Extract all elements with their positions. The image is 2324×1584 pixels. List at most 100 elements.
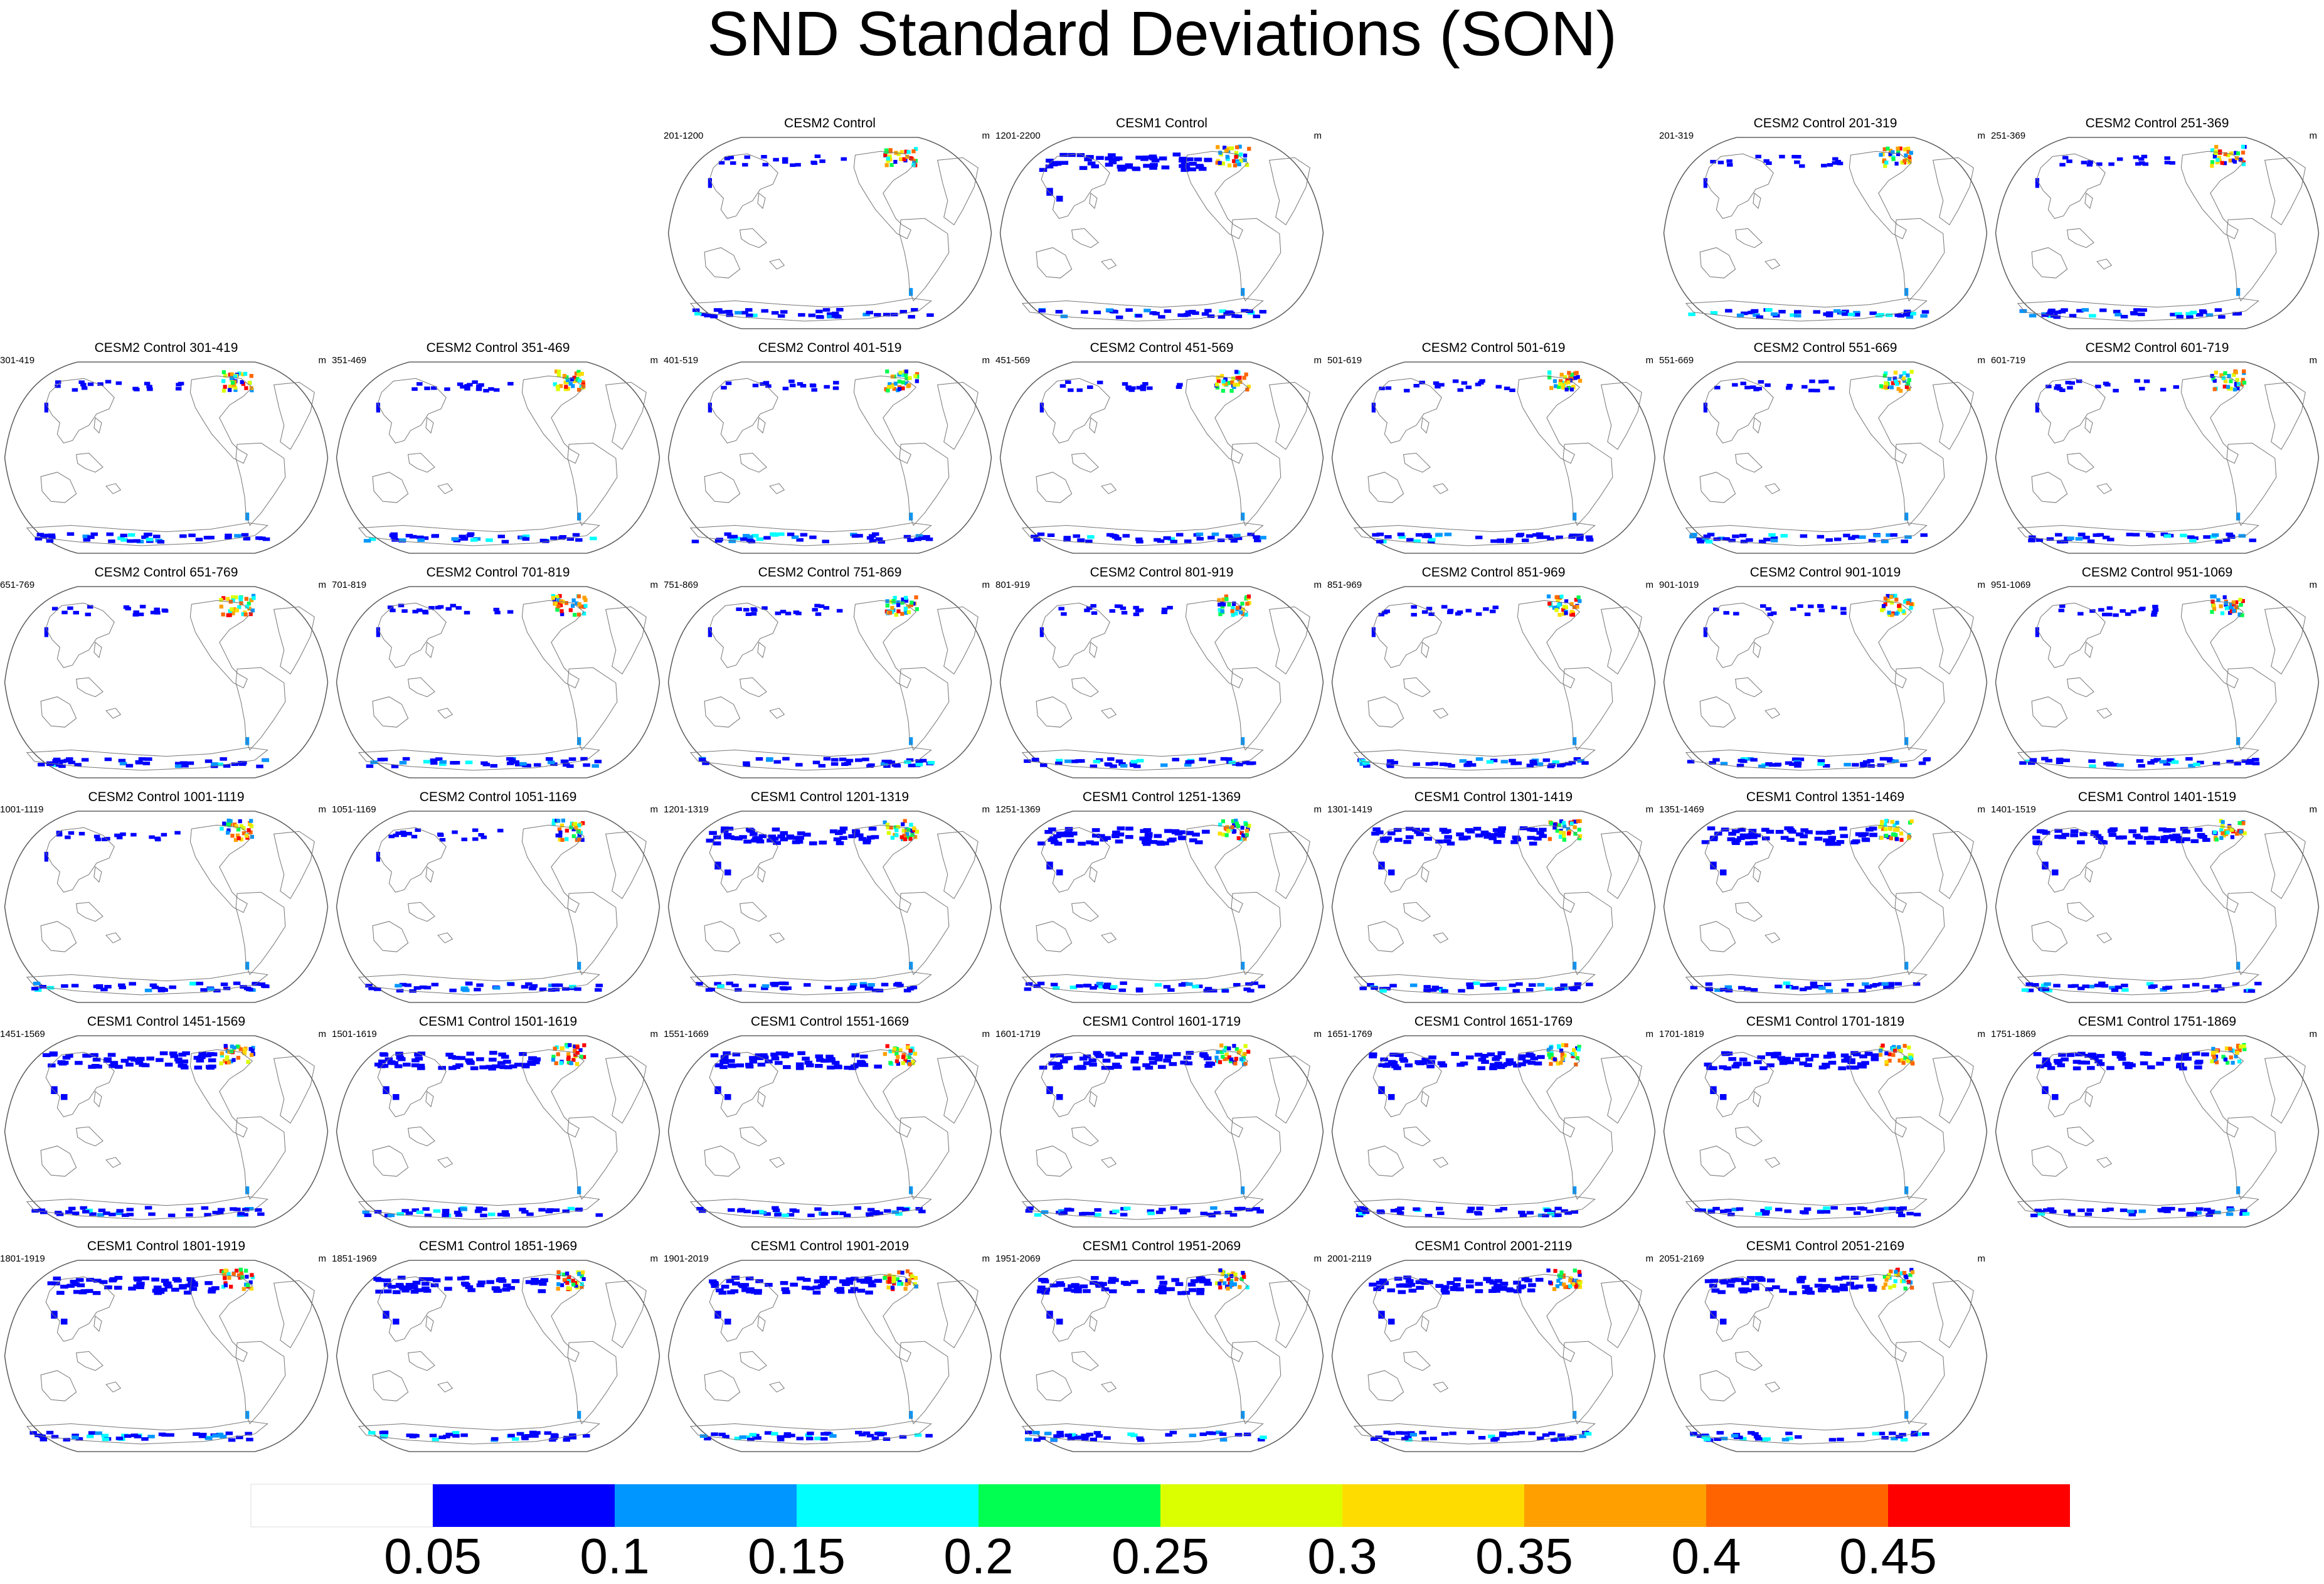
snow-depth-cell: [1128, 388, 1135, 392]
coastline: [425, 1090, 434, 1108]
snow-depth-cell: [1736, 1435, 1743, 1440]
snow-depth-cell: [780, 310, 788, 314]
snow-depth-cell: [1902, 159, 1907, 163]
snow-depth-cell: [1821, 164, 1827, 167]
snow-depth-cell: [364, 1213, 372, 1218]
snow-depth-cell: [1888, 1285, 1892, 1290]
snow-depth-cell: [498, 1052, 506, 1057]
snow-depth-cell: [530, 984, 538, 988]
snow-depth-cell: [1817, 762, 1825, 766]
snow-depth-cell: [524, 1433, 533, 1438]
snow-depth-cell: [2182, 984, 2190, 988]
snow-depth-cell: [2066, 159, 2072, 163]
snow-depth-cell: [2091, 1056, 2099, 1060]
snow-depth-cell: [1522, 1060, 1531, 1064]
snow-depth-cell: [1362, 1210, 1370, 1215]
snow-depth-cell: [573, 612, 577, 617]
snow-depth-cell: [29, 1431, 37, 1435]
snow-depth-cell: [1419, 1430, 1426, 1435]
snow-depth-cell: [1105, 156, 1113, 161]
snow-depth-cell: [2183, 1056, 2192, 1061]
snow-depth-cell: [1879, 152, 1883, 157]
snow-depth-cell: [1536, 831, 1545, 835]
snow-depth-cell: [235, 1044, 240, 1049]
snow-depth-cell: [822, 308, 830, 312]
snow-depth-cell: [566, 537, 575, 541]
snow-depth-cell: [1202, 829, 1210, 834]
snow-depth-cell: [711, 1284, 719, 1289]
snow-depth-cell: [1764, 383, 1771, 387]
snow-depth-cell: [1765, 607, 1772, 611]
snow-depth-cell: [1897, 1058, 1902, 1063]
snow-depth-cell: [1725, 989, 1733, 993]
map-panel: CESM1 Control 1251-1369 1251-1369 m: [995, 790, 1328, 1005]
snow-depth-cell: [480, 1213, 487, 1218]
snow-depth-cell: [1573, 757, 1581, 761]
snow-depth-cell: [1091, 1276, 1099, 1280]
snow-depth-cell: [1724, 1208, 1732, 1213]
snow-depth-cell: [1039, 402, 1044, 413]
snow-depth-cell: [2133, 833, 2141, 838]
snow-depth-cell: [2086, 1208, 2094, 1212]
snow-depth-cell: [592, 764, 599, 768]
snow-depth-cell: [2083, 535, 2090, 540]
snow-depth-cell: [422, 609, 428, 614]
snow-depth-cell: [1714, 831, 1722, 836]
snow-depth-cell: [1226, 146, 1231, 151]
snow-depth-cell: [555, 595, 560, 599]
snow-depth-cell: [2210, 610, 2214, 614]
snow-depth-cell: [1025, 1430, 1032, 1435]
panel-units: m: [982, 1029, 990, 1039]
snow-depth-cell: [1386, 759, 1394, 763]
snow-depth-cell: [1881, 607, 1886, 611]
snow-depth-cell: [913, 1276, 918, 1280]
snow-depth-cell: [115, 1211, 123, 1215]
snow-depth-cell: [1763, 159, 1770, 163]
snow-depth-cell: [780, 1281, 788, 1285]
snow-depth-cell: [550, 1436, 558, 1440]
snow-depth-cell: [1054, 841, 1063, 846]
snow-depth-cell: [1577, 827, 1581, 832]
snow-depth-cell: [476, 983, 484, 987]
snow-depth-cell: [1110, 985, 1118, 989]
snow-depth-cell: [241, 372, 245, 376]
snow-depth-cell: [1090, 1437, 1098, 1442]
snow-depth-cell: [1414, 1060, 1423, 1065]
snow-depth-cell: [134, 1435, 142, 1438]
map-panel: CESM2 Control 251-369 251-369 m: [1991, 116, 2323, 331]
coastline: [937, 1055, 979, 1124]
snow-depth-cell: [1219, 1050, 1224, 1055]
snow-depth-cell: [1500, 1206, 1508, 1211]
snow-depth-cell: [429, 1433, 437, 1438]
coastline: [1089, 641, 1098, 659]
snow-depth-cell: [241, 1287, 246, 1291]
snow-depth-cell: [1199, 1432, 1207, 1437]
snow-depth-cell: [232, 607, 236, 612]
snow-depth-cell: [1569, 387, 1574, 391]
snow-depth-cell: [1218, 161, 1222, 165]
snow-depth-cell: [890, 1285, 894, 1290]
snow-depth-cell: [2120, 314, 2128, 319]
snow-depth-cell: [864, 1276, 873, 1281]
snow-depth-cell: [844, 1065, 852, 1070]
coastline: [2180, 1049, 2244, 1138]
snow-depth-cell: [572, 533, 580, 537]
snow-depth-cell: [2070, 829, 2079, 834]
snow-depth-cell: [2086, 162, 2093, 167]
snow-depth-cell: [823, 757, 831, 761]
snow-depth-cell: [1861, 1061, 1869, 1065]
snow-depth-cell: [1208, 760, 1216, 763]
snow-depth-cell: [2084, 1212, 2093, 1216]
snow-depth-cell: [1096, 156, 1104, 160]
snow-depth-cell: [1429, 988, 1437, 992]
snow-depth-cell: [852, 830, 861, 834]
snow-depth-cell: [2214, 1210, 2221, 1215]
snow-depth-cell: [395, 1051, 403, 1056]
snow-depth-cell: [1743, 835, 1751, 839]
snow-depth-cell: [903, 1287, 908, 1291]
snow-depth-cell: [2152, 605, 2158, 609]
snow-depth-cell: [220, 757, 227, 761]
snow-depth-cell: [1800, 834, 1808, 839]
snow-depth-cell: [812, 760, 820, 765]
snow-depth-cell: [1724, 985, 1732, 989]
